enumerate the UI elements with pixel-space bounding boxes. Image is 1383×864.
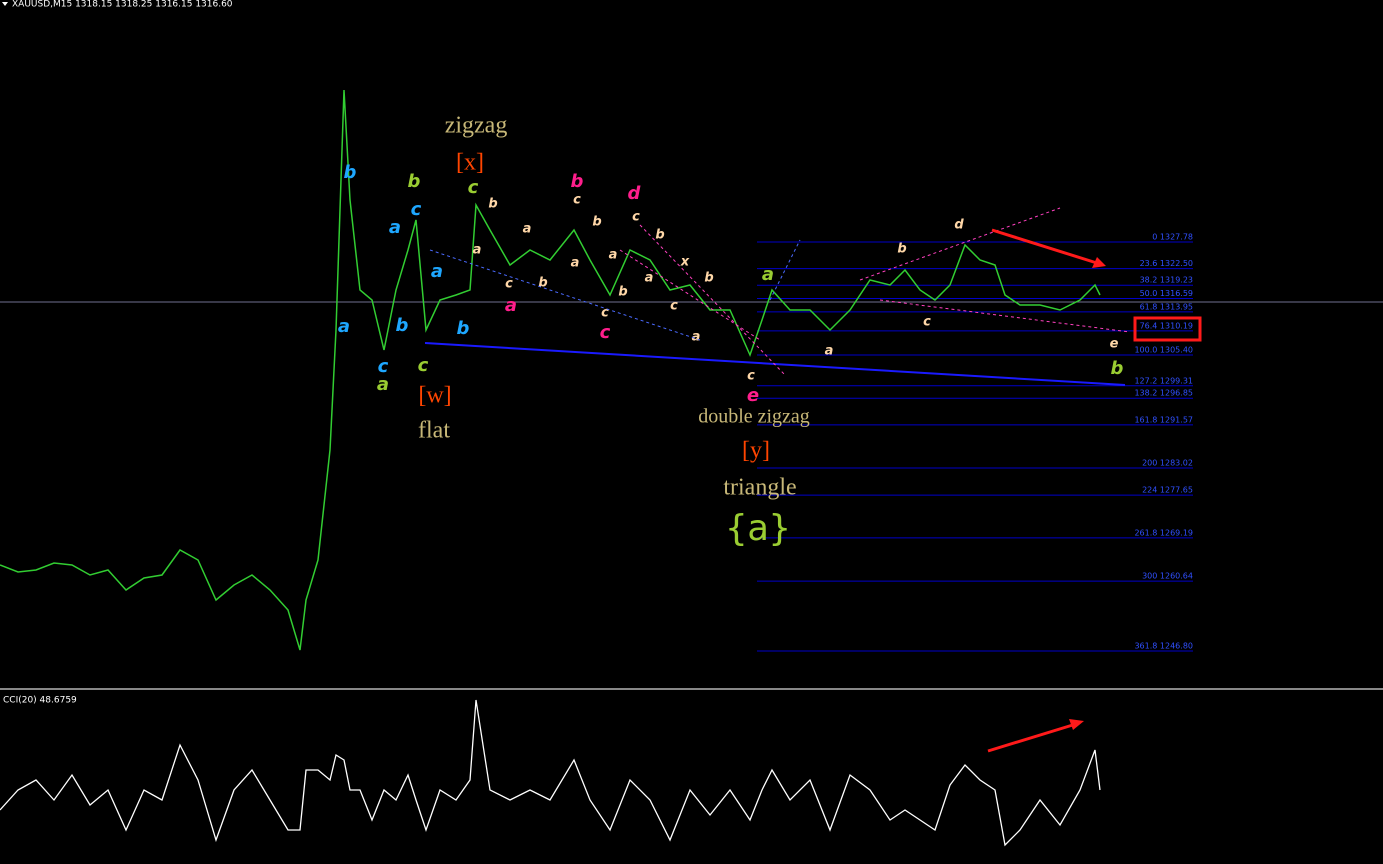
arrow-line [987, 722, 1077, 753]
wave-label: a [523, 222, 532, 237]
wave-label: e [747, 385, 759, 406]
wave-label: {a} [725, 508, 790, 549]
wave-label: c [378, 356, 389, 377]
wave-label: c [601, 306, 609, 321]
drawings [424, 207, 1131, 753]
wave-label: [x] [456, 150, 484, 176]
wave-label: a [389, 217, 401, 238]
wave-label: b [1111, 358, 1124, 379]
fib-label: 0 1327.78 [1152, 233, 1193, 242]
fib-label: 161.8 1291.57 [1134, 415, 1193, 424]
fib-label: 361.8 1246.80 [1134, 641, 1193, 650]
wave-label: c [573, 193, 581, 208]
highlight-box [1133, 316, 1202, 342]
wave-label: b [592, 215, 601, 230]
price-line [0, 89, 1101, 651]
wave-label: [w] [418, 383, 451, 409]
indicator-header: CCI(20) 48.6759 [3, 696, 77, 706]
wave-label: b [488, 197, 497, 212]
fib-label: 127.2 1299.31 [1134, 376, 1193, 385]
wave-label: [y] [742, 438, 770, 464]
wave-label: a [505, 295, 517, 316]
wave-label: c [747, 369, 755, 384]
wave-label: b [655, 228, 664, 243]
trend-line [879, 299, 1131, 333]
wave-label: e [1110, 337, 1119, 352]
fib-label: 38.2 1319.23 [1140, 276, 1193, 285]
wave-label: double zigzag [698, 406, 810, 428]
wave-label: c [468, 177, 479, 198]
wave-label: a [762, 264, 774, 285]
fib-label: 224 1277.65 [1142, 486, 1193, 495]
wave-label: b [897, 242, 906, 257]
fib-label: 261.8 1269.19 [1134, 528, 1193, 537]
plot-layer: 0 1327.78 23.6 1322.50 38.2 1319.23 50.0 13… [0, 89, 1193, 847]
fib-label: 50.0 1316.59 [1140, 289, 1193, 298]
wave-label: d [628, 183, 642, 204]
wave-label: a [609, 248, 618, 263]
arrow-head [1092, 257, 1106, 268]
fib-label: 61.8 1313.95 [1140, 302, 1193, 311]
wave-label: a [338, 316, 350, 337]
wave-label: a [431, 261, 443, 282]
symbol-header: XAUUSD,M15 1318.15 1318.25 1316.15 1316.… [12, 0, 233, 10]
wave-label: c [505, 277, 513, 292]
wave-label: a [473, 243, 482, 258]
fib-label: 76.4 1310.19 [1140, 321, 1193, 330]
fib-label: 200 1283.02 [1142, 459, 1193, 468]
wave-label: b [408, 171, 421, 192]
wave-label: a [377, 374, 389, 395]
wave-label: b [704, 271, 713, 286]
trend-line [619, 249, 761, 341]
trend-line [769, 239, 801, 301]
wave-label: b [571, 171, 584, 192]
wave-label: c [600, 322, 611, 343]
wave-label: b [618, 285, 627, 300]
wave-label: c [923, 315, 931, 330]
cci-line [0, 699, 1101, 847]
fib-label: 138.2 1296.85 [1134, 389, 1193, 398]
menu-arrow [2, 2, 8, 6]
wave-label: c [670, 299, 678, 314]
wave-label: b [457, 318, 470, 339]
wave-label: a [645, 271, 654, 286]
fib-label: 100.0 1305.40 [1134, 346, 1193, 355]
wave-label: b [396, 315, 409, 336]
wave-label: a [571, 256, 580, 271]
arrow-line [991, 228, 1101, 266]
wave-label: c [632, 210, 640, 225]
wave-label: c [418, 355, 429, 376]
wave-label: b [344, 162, 357, 183]
fib-label: 23.6 1322.50 [1140, 259, 1193, 268]
wave-label: flat [418, 418, 450, 444]
fib-label: 300 1260.64 [1142, 572, 1193, 581]
wave-label: a [692, 330, 701, 345]
wave-label: c [411, 199, 422, 220]
wave-label: triangle [723, 475, 796, 501]
trend-line [639, 224, 786, 376]
wave-label: zigzag [445, 113, 508, 139]
wave-label: x [680, 255, 690, 270]
arrow-head [1069, 719, 1084, 730]
wave-label: b [538, 276, 547, 291]
wave-label: d [954, 218, 964, 233]
wave-label: a [825, 344, 834, 359]
